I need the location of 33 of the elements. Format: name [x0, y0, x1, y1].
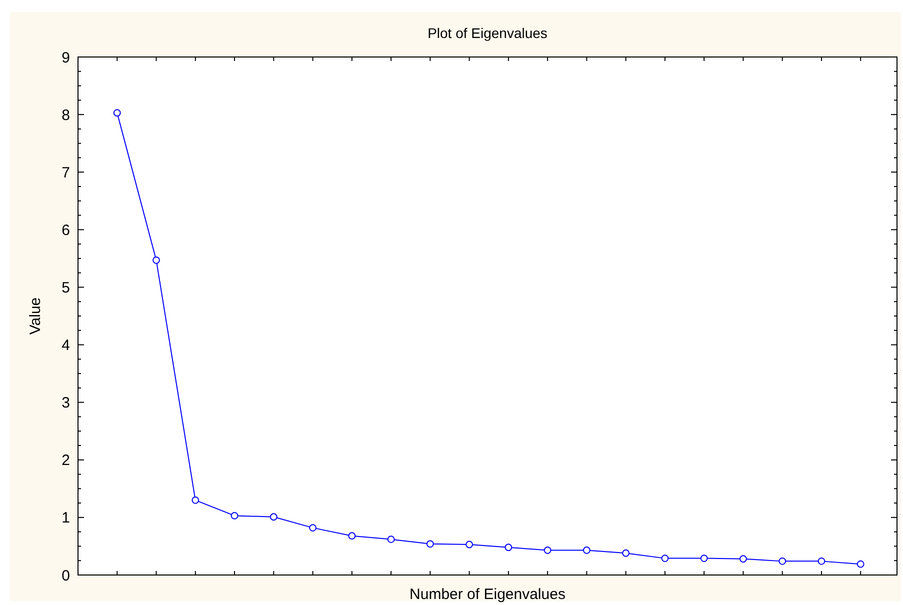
- y-tick-label: 6: [62, 222, 70, 239]
- y-tick-label: 3: [62, 394, 70, 412]
- y-tick-label: 5: [62, 279, 70, 296]
- point: [387, 536, 395, 544]
- y-tick-label: 2: [62, 452, 70, 470]
- y-tick-label: 0: [62, 567, 70, 584]
- point: [504, 544, 512, 552]
- point: [582, 546, 590, 554]
- point: [152, 256, 160, 264]
- point: [309, 524, 316, 532]
- point: [818, 557, 826, 565]
- point: [270, 513, 278, 521]
- point: [230, 512, 238, 520]
- point: [192, 496, 200, 504]
- point: [466, 540, 474, 548]
- point: [778, 557, 786, 565]
- chart-title: Plot of Eigenvalues: [428, 25, 548, 41]
- point: [426, 540, 434, 548]
- y-tick-label: 1: [62, 510, 70, 527]
- point: [113, 109, 121, 117]
- point: [856, 560, 864, 568]
- point: [700, 554, 708, 562]
- point: [348, 532, 356, 540]
- y-axis-title: Value: [27, 297, 44, 335]
- y-tick-label: 7: [62, 164, 70, 182]
- y-tick-label: 8: [62, 106, 70, 124]
- point: [544, 546, 552, 554]
- y-tick-label: 4: [62, 337, 70, 354]
- point: [622, 549, 630, 557]
- y-tick-label: 9: [62, 49, 70, 66]
- point: [740, 555, 747, 563]
- point: [661, 554, 669, 562]
- x-axis-title: Number of Eigenvalues: [410, 586, 566, 603]
